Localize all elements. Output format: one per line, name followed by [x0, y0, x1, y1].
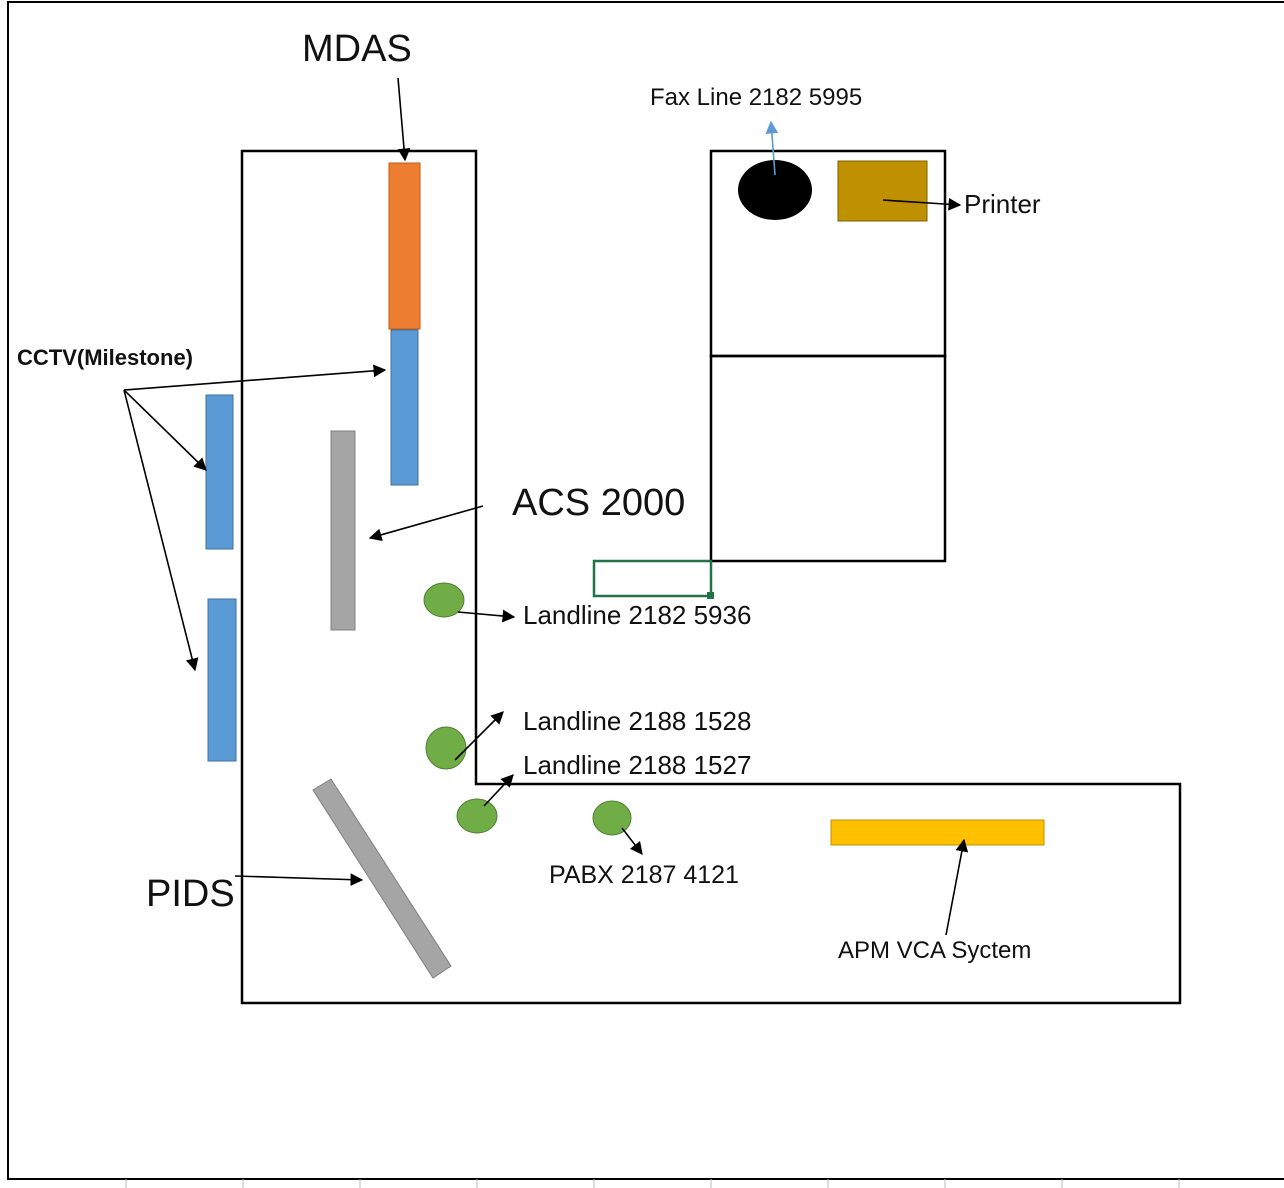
landline-1-label: Landline 2182 5936: [523, 600, 752, 630]
selected-cell[interactable]: [592, 559, 713, 598]
office-room-bottom: [709, 354, 947, 563]
landline-2-label: Landline 2188 1528: [523, 706, 752, 736]
callout-arrows: [123, 77, 969, 936]
printer-label: Printer: [964, 189, 1041, 219]
cctv-camera-3: [207, 598, 237, 762]
acs-device: [330, 430, 356, 631]
grid-ticks: [125, 1179, 1180, 1188]
cctv-camera-1: [390, 329, 419, 486]
acs-label: ACS 2000: [512, 482, 686, 524]
pabx-label: PABX 2187 4121: [549, 861, 739, 889]
landline-2-phone: [425, 726, 467, 770]
landline-1-phone: [423, 582, 465, 618]
selection-handle[interactable]: [707, 592, 714, 599]
pabx-phone: [592, 800, 632, 836]
outer-frame: [7, 1, 1284, 1180]
fax-machine: [738, 160, 812, 220]
cctv-camera-2: [205, 394, 234, 550]
apm-vca-device: [830, 819, 1045, 846]
mdas-device: [388, 162, 421, 330]
cctv-label: CCTV(Milestone): [17, 345, 193, 370]
printer-device: [837, 160, 928, 222]
apm-label: APM VCA Syctem: [838, 937, 1032, 964]
main-room-outline: [240, 149, 1182, 1005]
pids-label: PIDS: [146, 873, 235, 915]
pids-device: [312, 778, 452, 979]
fax-arrow: [765, 120, 779, 176]
mdas-label: MDAS: [302, 28, 412, 70]
fax-line-label: Fax Line 2182 5995: [650, 84, 863, 111]
landline-3-phone: [456, 798, 498, 834]
landline-3-label: Landline 2188 1527: [523, 750, 752, 780]
